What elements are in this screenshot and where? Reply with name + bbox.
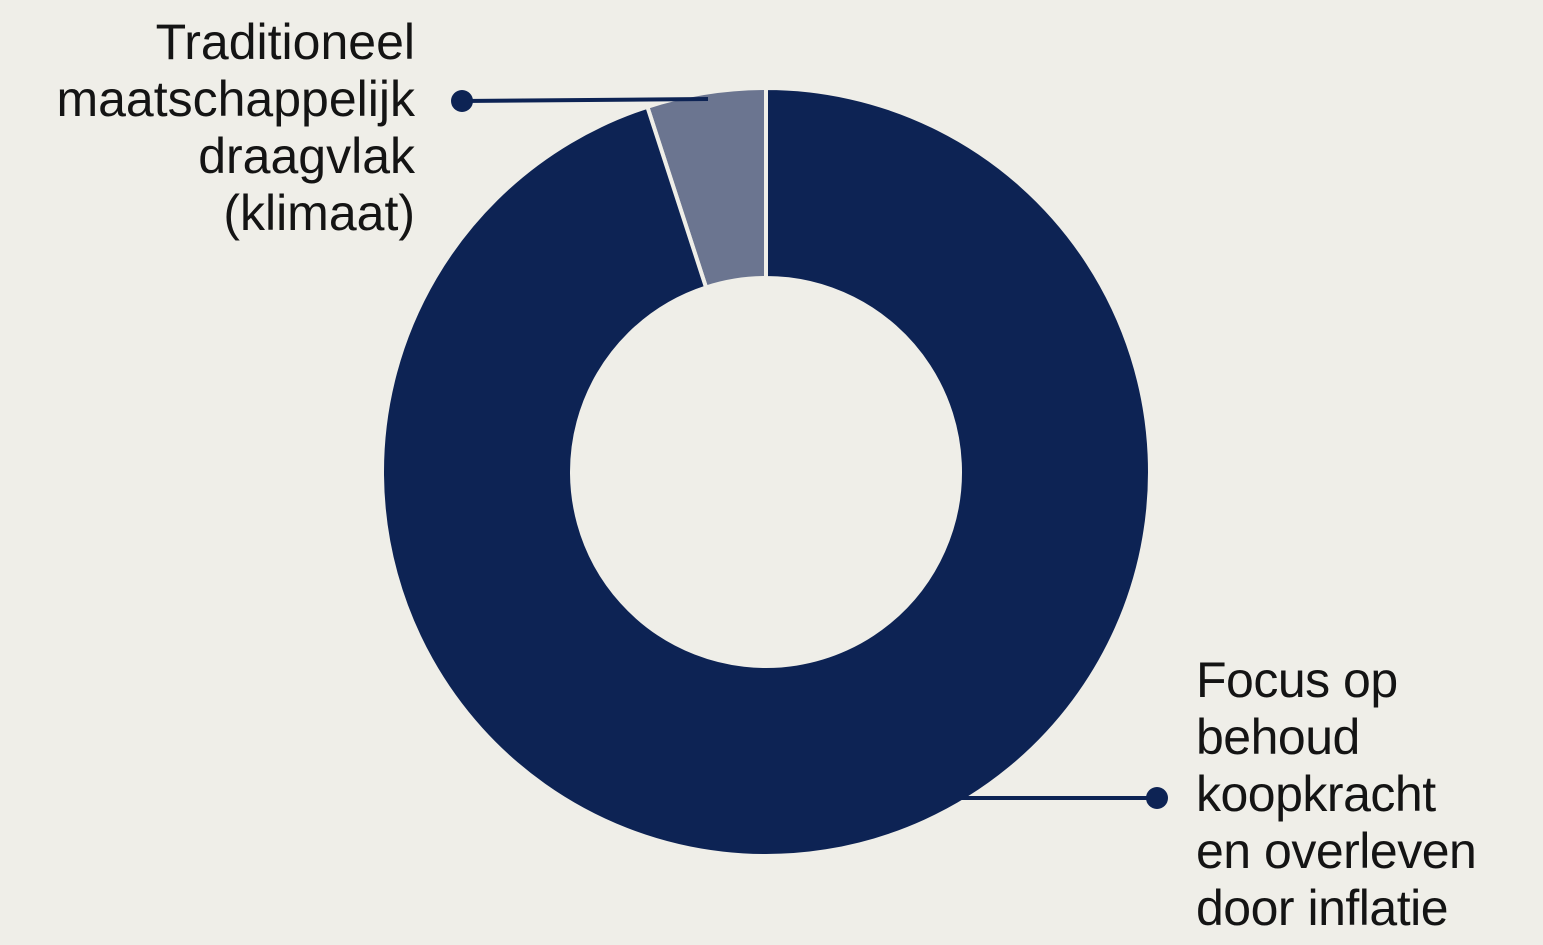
leader-line-focus-koopkracht (958, 787, 1168, 809)
leader-line-focus-koopkracht-dot (1146, 787, 1168, 809)
leader-lines-group (451, 90, 1168, 809)
slice-label-traditioneel-draagvlak: Traditioneel maatschappelijk draagvlak (… (56, 14, 415, 241)
slices-group (380, 85, 1152, 858)
leader-line-traditioneel-draagvlak-stroke (461, 97, 709, 103)
donut-slice-focus-koopkracht (380, 85, 1152, 858)
leader-line-traditioneel-draagvlak (451, 90, 709, 112)
slice-label-focus-koopkracht: Focus op behoud koopkracht en overleven … (1196, 652, 1477, 936)
leader-line-traditioneel-draagvlak-dot (451, 90, 473, 112)
